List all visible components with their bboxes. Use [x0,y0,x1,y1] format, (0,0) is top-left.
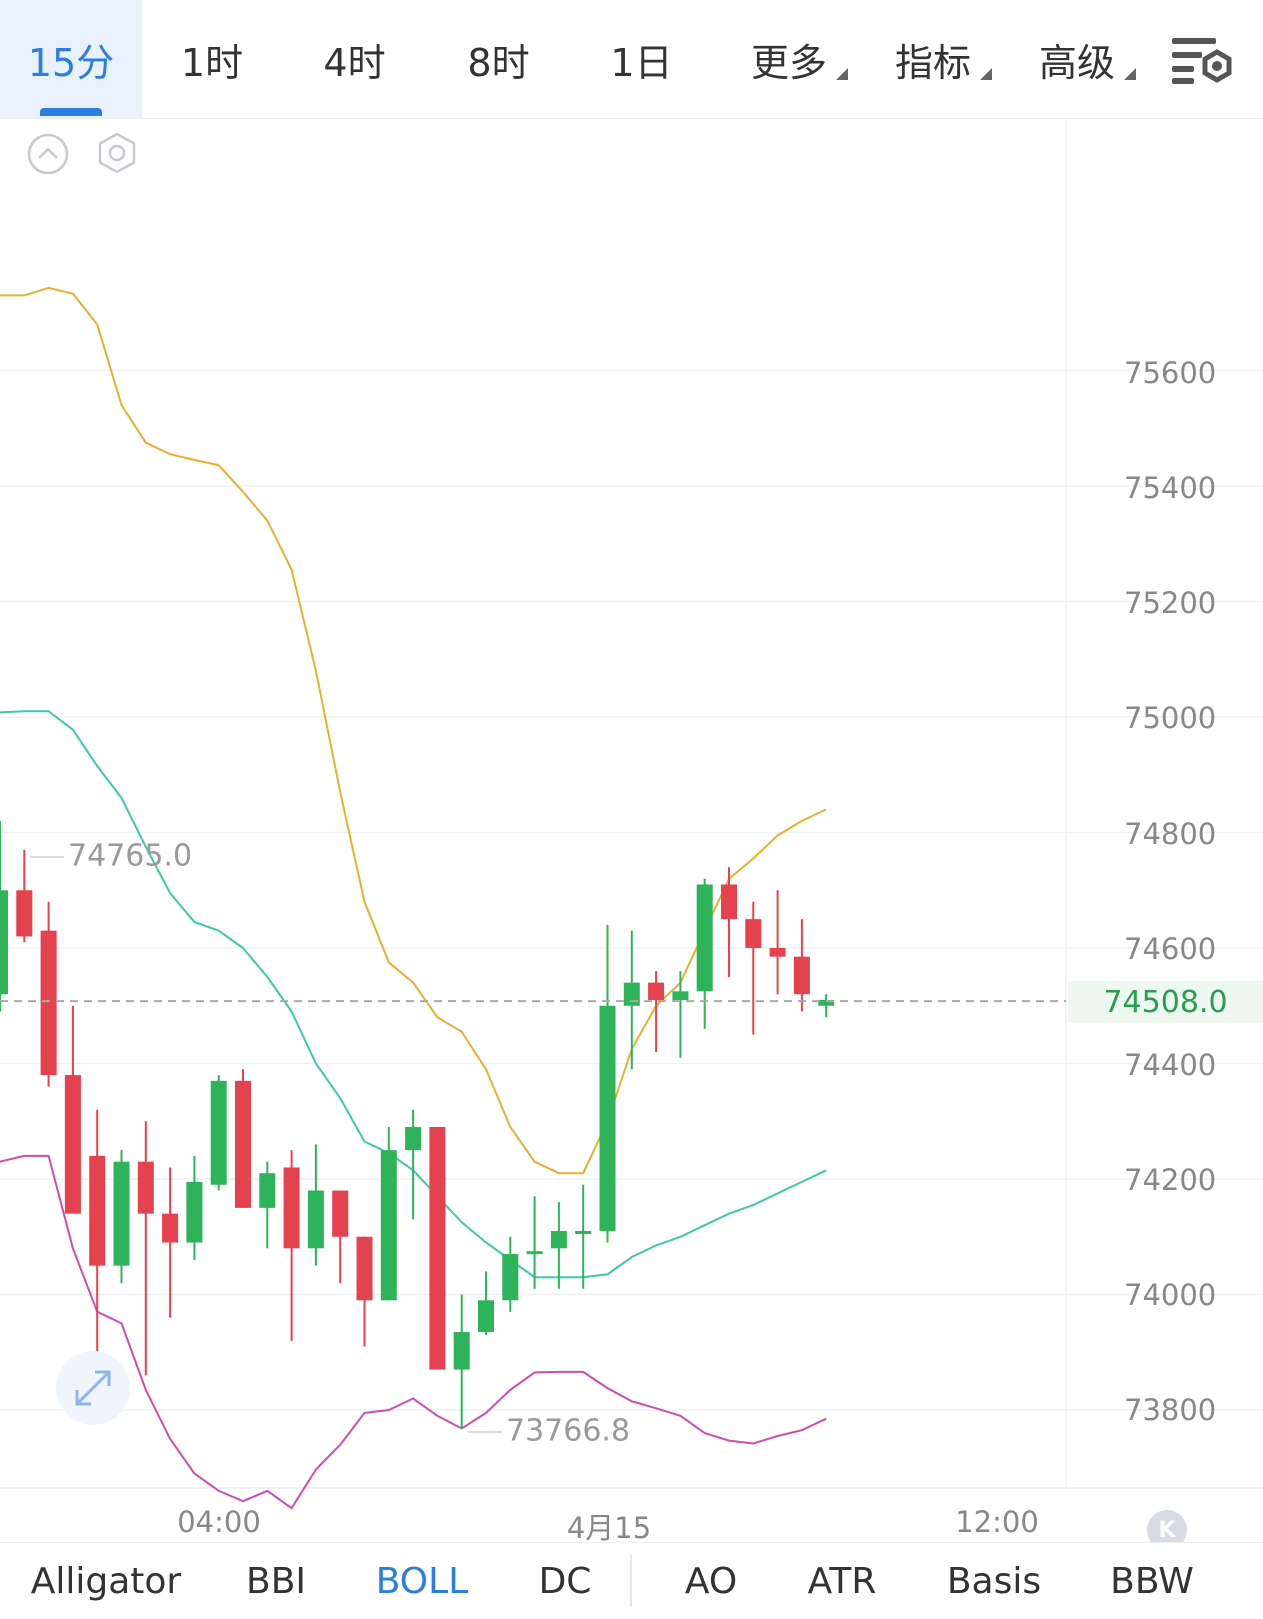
low-annotation: 73766.8 [468,1414,630,1449]
candle-body [186,1181,203,1243]
tab-1d[interactable]: 1日 [570,0,713,118]
low-value: 73766.8 [506,1413,631,1449]
dropdown-label: 指标 [894,40,971,85]
chart-settings-icon[interactable] [1172,36,1232,86]
candle-body [89,1155,106,1266]
x-tick-label: 4月15 [566,1511,652,1545]
dropdown-triangle-icon [836,68,848,80]
dropdown-triangle-icon [1124,68,1136,80]
indicator-bbw[interactable]: BBW [1110,1560,1194,1602]
advanced-dropdown[interactable]: 高级 [1034,0,1136,118]
candle-body [672,991,689,1000]
hexagon-gear-icon[interactable] [95,131,139,175]
timeframe-bar: 15分 1时 4时 8时 1日 更多 指标 高级 [0,0,1263,119]
candle-body [478,1300,494,1333]
active-tab-indicator [40,108,102,116]
more-dropdown[interactable]: 更多 [746,0,848,118]
candle-body [332,1190,349,1237]
candle-body [623,982,640,1006]
candle-body [162,1213,179,1243]
candle-body [818,999,835,1006]
candle-body [575,1230,592,1234]
indicator-bbi[interactable]: BBI [245,1560,307,1602]
candlestick-chart[interactable] [0,118,1263,1542]
candle-body [380,1150,397,1301]
indicator-alligator[interactable]: Alligator [30,1560,182,1602]
tab-label: 15分 [27,40,115,85]
candle-body [64,1075,81,1214]
tab-label: 1时 [180,40,244,85]
boll-upper-line [0,286,827,1175]
y-tick-label: 74200 [1124,1163,1217,1197]
candle-body [550,1230,567,1249]
candle-body [721,884,737,920]
high-value: 74765.0 [68,838,193,874]
x-tick-label: 04:00 [177,1505,261,1539]
tab-4h[interactable]: 4时 [282,0,427,118]
tab-label: 1日 [610,40,673,85]
y-tick-label: 74800 [1124,817,1217,851]
dropdown-triangle-icon [980,68,992,80]
candle-body [793,956,810,995]
dropdown-label: 更多 [750,40,827,85]
y-tick-label: 75200 [1124,586,1217,620]
expand-arrows-icon[interactable] [55,1350,131,1426]
dropdown-label: 高级 [1038,40,1115,85]
collapse-up-icon[interactable] [27,133,69,175]
y-tick-label: 73800 [1124,1393,1217,1427]
candle-body [453,1332,470,1370]
annotation-leader-line [468,1431,502,1433]
indicator-bar: Alligator BBI BOLL DC AO ATR Basis BBW [0,1542,1263,1619]
y-tick-label: 74600 [1124,932,1217,966]
indicator-ao[interactable]: AO [684,1560,738,1602]
chart-area[interactable]: 75600 75400 75200 75000 74800 74600 7440… [0,118,1263,1542]
boll-lower-line [0,1154,827,1510]
y-tick-label: 74400 [1124,1048,1217,1082]
high-annotation: 74765.0 [30,839,192,874]
candle-body [429,1127,446,1370]
candle-body [235,1080,251,1208]
candle-body [307,1190,324,1249]
indicator-boll[interactable]: BOLL [375,1560,469,1602]
y-tick-label: 75000 [1124,701,1217,735]
candle-body [769,948,786,957]
tab-label: 8时 [467,40,530,85]
candle-body [16,890,33,937]
candle-body [283,1167,300,1249]
candle-body [502,1254,519,1301]
last-price-label: 74508.0 [1068,981,1263,1023]
tab-1h[interactable]: 1时 [142,0,282,118]
indicator-divider [630,1555,632,1607]
indicator-dc[interactable]: DC [538,1560,592,1602]
candle-body [696,884,713,992]
candle-body [745,919,762,948]
candle-body [356,1236,373,1301]
candle-body [40,930,57,1076]
candle-body [648,982,665,1000]
tab-label: 4时 [323,40,386,85]
candle-body [526,1251,543,1255]
tab-15min[interactable]: 15分 [0,0,142,118]
candle-body [259,1173,276,1208]
y-tick-label: 75600 [1124,356,1217,390]
candle-body [0,890,8,995]
y-tick-label: 74000 [1124,1278,1217,1312]
candle-body [405,1127,422,1151]
annotation-leader-line [30,856,64,858]
indicator-basis[interactable]: Basis [946,1560,1042,1602]
candle-body [113,1161,130,1266]
candle-body [137,1161,154,1214]
candle-body [599,1005,616,1231]
tab-8h[interactable]: 8时 [427,0,570,118]
candle-body [210,1080,227,1185]
y-tick-label: 75400 [1124,471,1217,505]
indicators-dropdown[interactable]: 指标 [890,0,992,118]
x-tick-label: 12:00 [955,1505,1039,1539]
indicator-atr[interactable]: ATR [807,1560,877,1602]
